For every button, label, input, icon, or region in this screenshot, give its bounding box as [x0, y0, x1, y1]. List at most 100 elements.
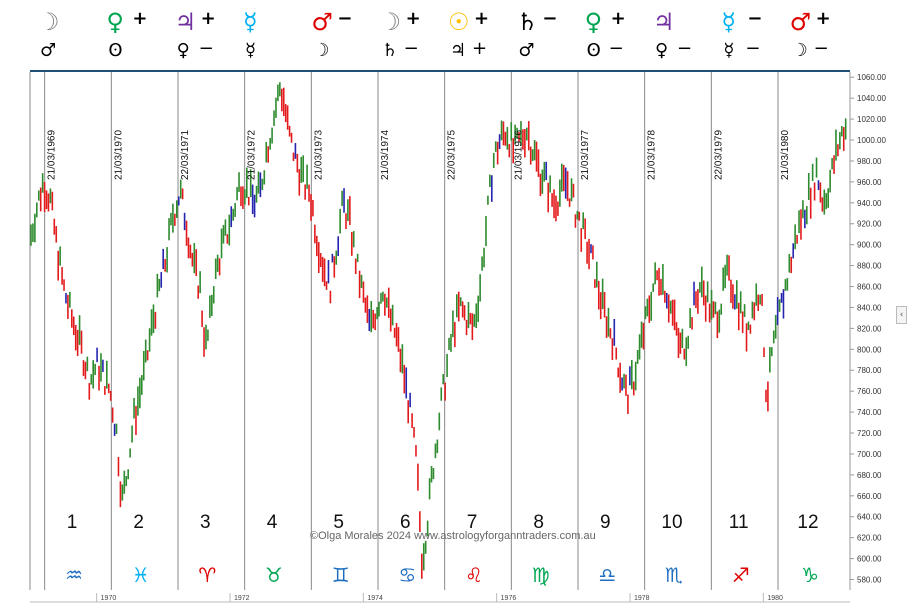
zodiac-glyph-4: ♉ [265, 563, 283, 587]
ingress-date-label-4: 21/03/1972 [247, 130, 258, 180]
y-tick-label: 920.00 [857, 220, 882, 229]
y-axis: 580.00 600.00 620.00 640.00 660.00 680.00 700.… [849, 72, 886, 590]
planet-sign-top: + [200, 8, 216, 29]
sign-labels: 1 ♒ 2 ♓ 3 ♈ 4 ♉ 5 ♊ 6 ♋ 7 ♌ 8 ♍ 9 ♎ 10 ♏ 11 ♐ 12 ♑ [65, 512, 819, 587]
zodiac-glyph-8: ♍ [532, 563, 550, 587]
header-column-7: ☉ + ♃ + [446, 6, 508, 66]
x-year-label: 1970 [101, 595, 117, 602]
y-tick-label: 700.00 [857, 450, 882, 459]
planet-glyph-bottom: ♂ [40, 40, 57, 61]
y-tick-label: 1020.00 [857, 115, 886, 124]
planet-glyph-bottom: ♃ [450, 40, 467, 61]
planet-glyph-bottom: ♀ [176, 40, 190, 61]
zodiac-glyph-5: ♊ [332, 563, 350, 587]
y-tick-label: 960.00 [857, 178, 882, 187]
x-year-label: 1980 [767, 595, 783, 602]
ingress-date-label-12: 21/03/1980 [780, 130, 791, 180]
sign-number-5: 5 [333, 512, 344, 533]
price-chart: 21/03/1969 21/03/1970 22/03/1971 21/03/1972… [29, 72, 886, 603]
y-tick-label: 1040.00 [857, 94, 886, 103]
planet-glyph-bottom: ʘ [586, 40, 601, 61]
x-year-label: 1972 [234, 595, 250, 602]
y-tick-label: 860.00 [857, 283, 882, 292]
planet-sign-bottom: − [677, 38, 693, 59]
y-tick-label: 760.00 [857, 387, 882, 396]
sign-number-9: 9 [600, 512, 611, 533]
y-tick-label: 780.00 [857, 366, 882, 375]
watermark-text: ©Olga Morales 2024 www.astrologyforgannt… [310, 530, 596, 542]
planet-sign-top: + [132, 8, 148, 29]
zodiac-glyph-7: ♌ [465, 563, 483, 587]
header-column-9: ♀ + ʘ − [583, 6, 645, 66]
header-rule [30, 70, 850, 72]
y-tick-label: 1060.00 [857, 73, 886, 82]
y-tick-label: 980.00 [857, 157, 882, 166]
planet-glyph-bottom: ☿ [245, 40, 257, 61]
zodiac-glyph-6: ♋ [398, 563, 416, 587]
header-column-5: ♂ − ☽ [309, 6, 371, 66]
sign-number-7: 7 [467, 512, 478, 533]
y-tick-label: 720.00 [857, 429, 882, 438]
planet-sign-top: + [610, 8, 626, 29]
ingress-date-label-3: 22/03/1971 [180, 130, 191, 180]
planet-glyph-bottom: ʘ [108, 40, 123, 61]
planet-glyph-top: ♂ [311, 8, 333, 36]
y-tick-label: 620.00 [857, 534, 882, 543]
planet-glyph-top: ♃ [653, 8, 675, 36]
planet-sign-bottom: − [745, 38, 761, 59]
planet-glyph-top: ☽ [38, 8, 60, 36]
y-tick-label: 820.00 [857, 324, 882, 333]
planet-sign-bottom: − [608, 38, 624, 59]
planet-glyph-bottom: ☽ [313, 40, 330, 61]
sign-number-8: 8 [533, 512, 544, 533]
zodiac-glyph-9: ♎ [598, 563, 616, 587]
x-year-label: 1976 [501, 595, 517, 602]
y-tick-label: 680.00 [857, 471, 882, 480]
ingress-date-label-7: 22/03/1975 [447, 130, 458, 180]
planet-glyph-top: ☽ [379, 8, 402, 36]
y-tick-label: 840.00 [857, 303, 882, 312]
planet-sign-bottom: − [198, 38, 214, 59]
sign-number-3: 3 [200, 512, 211, 533]
planet-glyph-bottom: ♄ [381, 40, 398, 61]
sign-number-12: 12 [797, 512, 818, 533]
planet-glyph-top: ♀ [584, 8, 603, 36]
zodiac-glyph-2: ♓ [132, 563, 150, 587]
y-tick-label: 900.00 [857, 241, 882, 250]
header-column-2: ♀ + ʘ [104, 6, 166, 66]
y-tick-label: 640.00 [857, 513, 882, 522]
zodiac-glyph-11: ♐ [732, 563, 750, 587]
ingress-lines [29, 72, 779, 590]
planet-glyph-top: ☿ [721, 8, 737, 36]
ingress-date-label-6: 21/03/1974 [380, 130, 391, 180]
zodiac-glyph-3: ♈ [198, 563, 216, 587]
y-tick-label: 880.00 [857, 262, 882, 271]
planet-sign-bottom: − [403, 38, 419, 59]
ingress-date-label-8: 21/03/1976 [513, 130, 524, 180]
sign-number-10: 10 [661, 512, 682, 533]
sign-number-4: 4 [267, 512, 278, 533]
planet-glyph-top: ☉ [448, 8, 470, 36]
y-tick-label: 580.00 [857, 576, 882, 585]
planet-sign-bottom: + [472, 38, 488, 59]
x-year-label: 1974 [367, 595, 383, 602]
ingress-date-label-2: 21/03/1970 [113, 130, 124, 180]
planet-glyph-top: ♄ [516, 8, 538, 36]
sign-number-11: 11 [729, 512, 749, 533]
planetary-header: ☽ ♂ ♀ + ʘ ♃ + ♀ − ☿ ☿ ♂ − ☽ ☽ + ♄ − ☉ + ♃ + ♄ − ♂ ♀ + ʘ − ♃ ♀ − ☿ − ☿ − ♂ + ☽ − [30, 0, 850, 72]
zodiac-glyph-12: ♑ [801, 563, 819, 587]
header-column-1: ☽ ♂ [36, 6, 98, 66]
y-tick-label: 940.00 [857, 199, 882, 208]
x-year-label: 1978 [634, 595, 650, 602]
planet-glyph-bottom: ☿ [723, 40, 735, 61]
header-column-11: ☿ − ☿ − [719, 6, 781, 66]
planet-sign-bottom: − [813, 38, 829, 59]
planet-sign-top: + [474, 8, 490, 29]
planet-glyph-top: ☿ [243, 8, 258, 36]
sign-number-1: 1 [67, 512, 78, 533]
collapse-panel-icon[interactable]: ‹ [896, 306, 907, 324]
header-column-10: ♃ ♀ − [651, 6, 713, 66]
planet-glyph-bottom: ♀ [655, 40, 669, 61]
planet-sign-top: − [747, 8, 763, 29]
header-column-4: ☿ ☿ [241, 6, 303, 66]
